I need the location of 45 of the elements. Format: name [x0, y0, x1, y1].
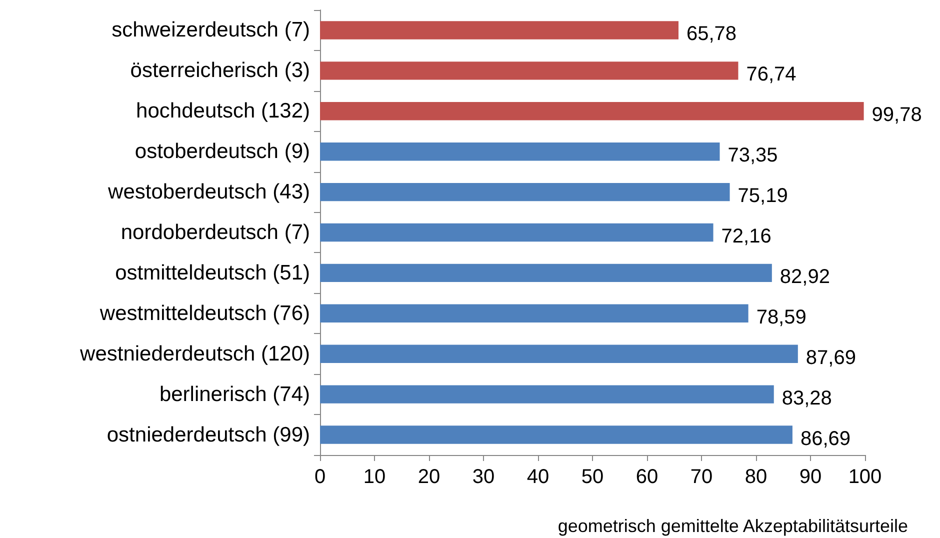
bar: [320, 21, 678, 40]
x-tick-label: 60: [636, 466, 658, 488]
data-label: 73,35: [728, 144, 778, 167]
y-tick-label: berlinerisch (74): [159, 382, 310, 406]
y-tick-label: westmitteldeutsch (76): [98, 302, 310, 325]
x-tick-label: 70: [690, 466, 713, 488]
bar: [320, 426, 792, 444]
y-tick-label: österreicherisch (3): [130, 59, 310, 82]
x-tick-label: 10: [363, 466, 386, 488]
data-label: 87,69: [806, 346, 856, 369]
y-tick-label: westoberdeutsch (43): [107, 180, 310, 204]
x-axis-title: geometrisch gemittelte Akzeptabilitätsurteile: [558, 516, 908, 536]
bar: [320, 142, 720, 161]
x-tick-label: 90: [799, 466, 822, 488]
data-label: 78,59: [756, 306, 806, 328]
data-label: 65,78: [686, 23, 737, 46]
bar: [320, 385, 774, 404]
y-tick-label: ostoberdeutsch (9): [134, 140, 310, 164]
bar: [320, 223, 714, 242]
bar: [320, 264, 772, 282]
x-tick-label: 40: [526, 466, 550, 488]
x-tick-label: 0: [314, 466, 326, 488]
data-label: 99,78: [872, 104, 922, 126]
bar: [320, 182, 730, 202]
y-tick-label: schweizerdeutsch (7): [112, 18, 310, 42]
y-tick-label: westniederdeutsch (120): [79, 342, 310, 366]
y-tick-label: hochdeutsch (132): [136, 100, 310, 123]
bar: [320, 344, 798, 363]
x-tick-label: 50: [581, 466, 604, 488]
bar: [320, 102, 864, 120]
data-label: 82,92: [780, 266, 830, 288]
data-label: 72,16: [721, 226, 772, 248]
x-tick-label: 30: [472, 466, 495, 488]
x-tick-label: 20: [418, 466, 440, 488]
bar: [320, 304, 748, 323]
y-tick-label: ostmitteldeutsch (51): [115, 261, 310, 284]
bar: [320, 62, 738, 80]
data-label: 86,69: [800, 428, 851, 450]
data-label: 76,74: [746, 64, 796, 86]
y-tick-label: ostniederdeutsch (99): [106, 423, 310, 446]
data-label: 75,19: [738, 185, 788, 208]
x-tick-label: 100: [848, 466, 882, 488]
y-tick-label: nordoberdeutsch (7): [120, 221, 310, 244]
x-tick-label: 80: [744, 466, 768, 488]
data-label: 83,28: [782, 387, 832, 410]
